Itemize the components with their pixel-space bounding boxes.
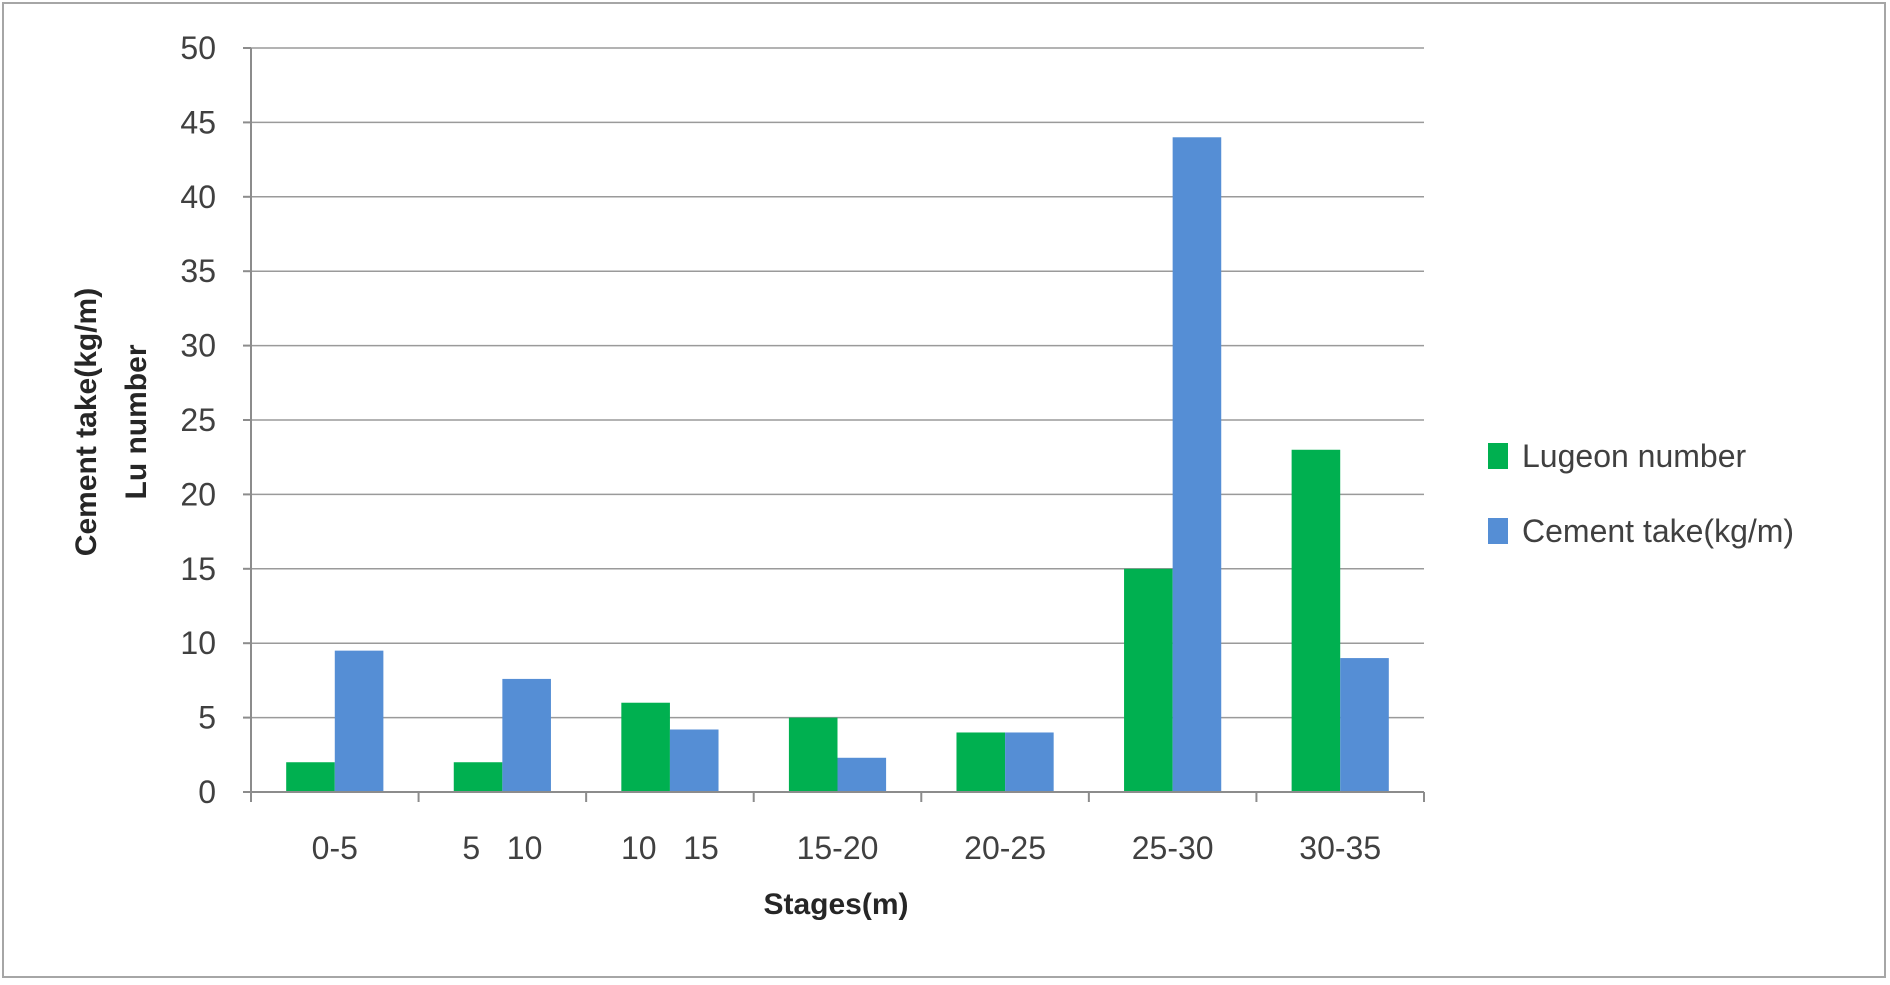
legend-label-lugeon-number: Lugeon number bbox=[1522, 438, 1747, 474]
x-tick-label-5: 25-30 bbox=[1132, 830, 1214, 866]
y-tick-label-5: 5 bbox=[198, 700, 216, 736]
bar-cement-take-0 bbox=[334, 650, 384, 792]
bar-cement-take-6 bbox=[1340, 658, 1389, 792]
bar-lugeon-number-6 bbox=[1291, 449, 1341, 792]
bar-lugeon-number-2 bbox=[621, 702, 670, 792]
bar-cement-take-5 bbox=[1172, 137, 1222, 792]
axes bbox=[243, 47, 1425, 802]
x-tick-label-1: 5 10 bbox=[462, 830, 542, 866]
x-tick-label-4: 20-25 bbox=[964, 830, 1046, 866]
gridlines bbox=[251, 47, 1424, 719]
y-tick-label-40: 40 bbox=[180, 179, 216, 215]
y-tick-labels: 0 5 10 15 20 25 30 35 40 45 50 bbox=[180, 30, 216, 810]
legend-swatch-lugeon-number bbox=[1488, 443, 1508, 469]
y-tick-label-50: 50 bbox=[180, 30, 216, 66]
bar-lugeon-number-1 bbox=[453, 762, 503, 792]
y-axis-title-line1: Cement take(kg/m) bbox=[70, 288, 103, 556]
y-tick-label-15: 15 bbox=[180, 551, 216, 587]
y-tick-label-35: 35 bbox=[180, 253, 216, 289]
bars bbox=[286, 137, 1389, 792]
x-tick-labels: 0-5 5 10 10 15 15-20 20-25 25-30 30-35 bbox=[312, 830, 1381, 866]
bar-lugeon-number-5 bbox=[1124, 568, 1173, 792]
bar-cement-take-3 bbox=[837, 757, 887, 792]
legend: Lugeon number Cement take(kg/m) bbox=[1488, 438, 1794, 549]
x-tick-label-0: 0-5 bbox=[312, 830, 358, 866]
y-axis-title-line2: Lu number bbox=[120, 344, 153, 499]
y-tick-label-25: 25 bbox=[180, 402, 216, 438]
legend-swatch-cement-take bbox=[1488, 518, 1508, 544]
y-tick-label-10: 10 bbox=[180, 625, 216, 661]
bar-cement-take-1 bbox=[502, 678, 551, 792]
legend-label-cement-take: Cement take(kg/m) bbox=[1522, 513, 1794, 549]
x-axis-title: Stages(m) bbox=[763, 888, 908, 921]
x-tick-label-2: 10 15 bbox=[621, 830, 719, 866]
x-tick-label-6: 30-35 bbox=[1299, 830, 1381, 866]
x-tick-label-3: 15-20 bbox=[797, 830, 879, 866]
bar-cement-take-2 bbox=[669, 729, 719, 792]
bar-lugeon-number-4 bbox=[956, 732, 1006, 792]
bar-cement-take-4 bbox=[1005, 732, 1054, 792]
y-tick-label-45: 45 bbox=[180, 104, 216, 140]
bar-lugeon-number-0 bbox=[286, 762, 335, 792]
y-tick-label-30: 30 bbox=[180, 328, 216, 364]
bar-lugeon-number-3 bbox=[788, 717, 838, 792]
y-tick-label-0: 0 bbox=[198, 774, 216, 810]
bar-chart: 0 5 10 15 20 25 30 35 40 45 50 0-5 5 10 10 15 15-20 20… bbox=[70, 30, 1794, 921]
y-tick-label-20: 20 bbox=[180, 476, 216, 512]
